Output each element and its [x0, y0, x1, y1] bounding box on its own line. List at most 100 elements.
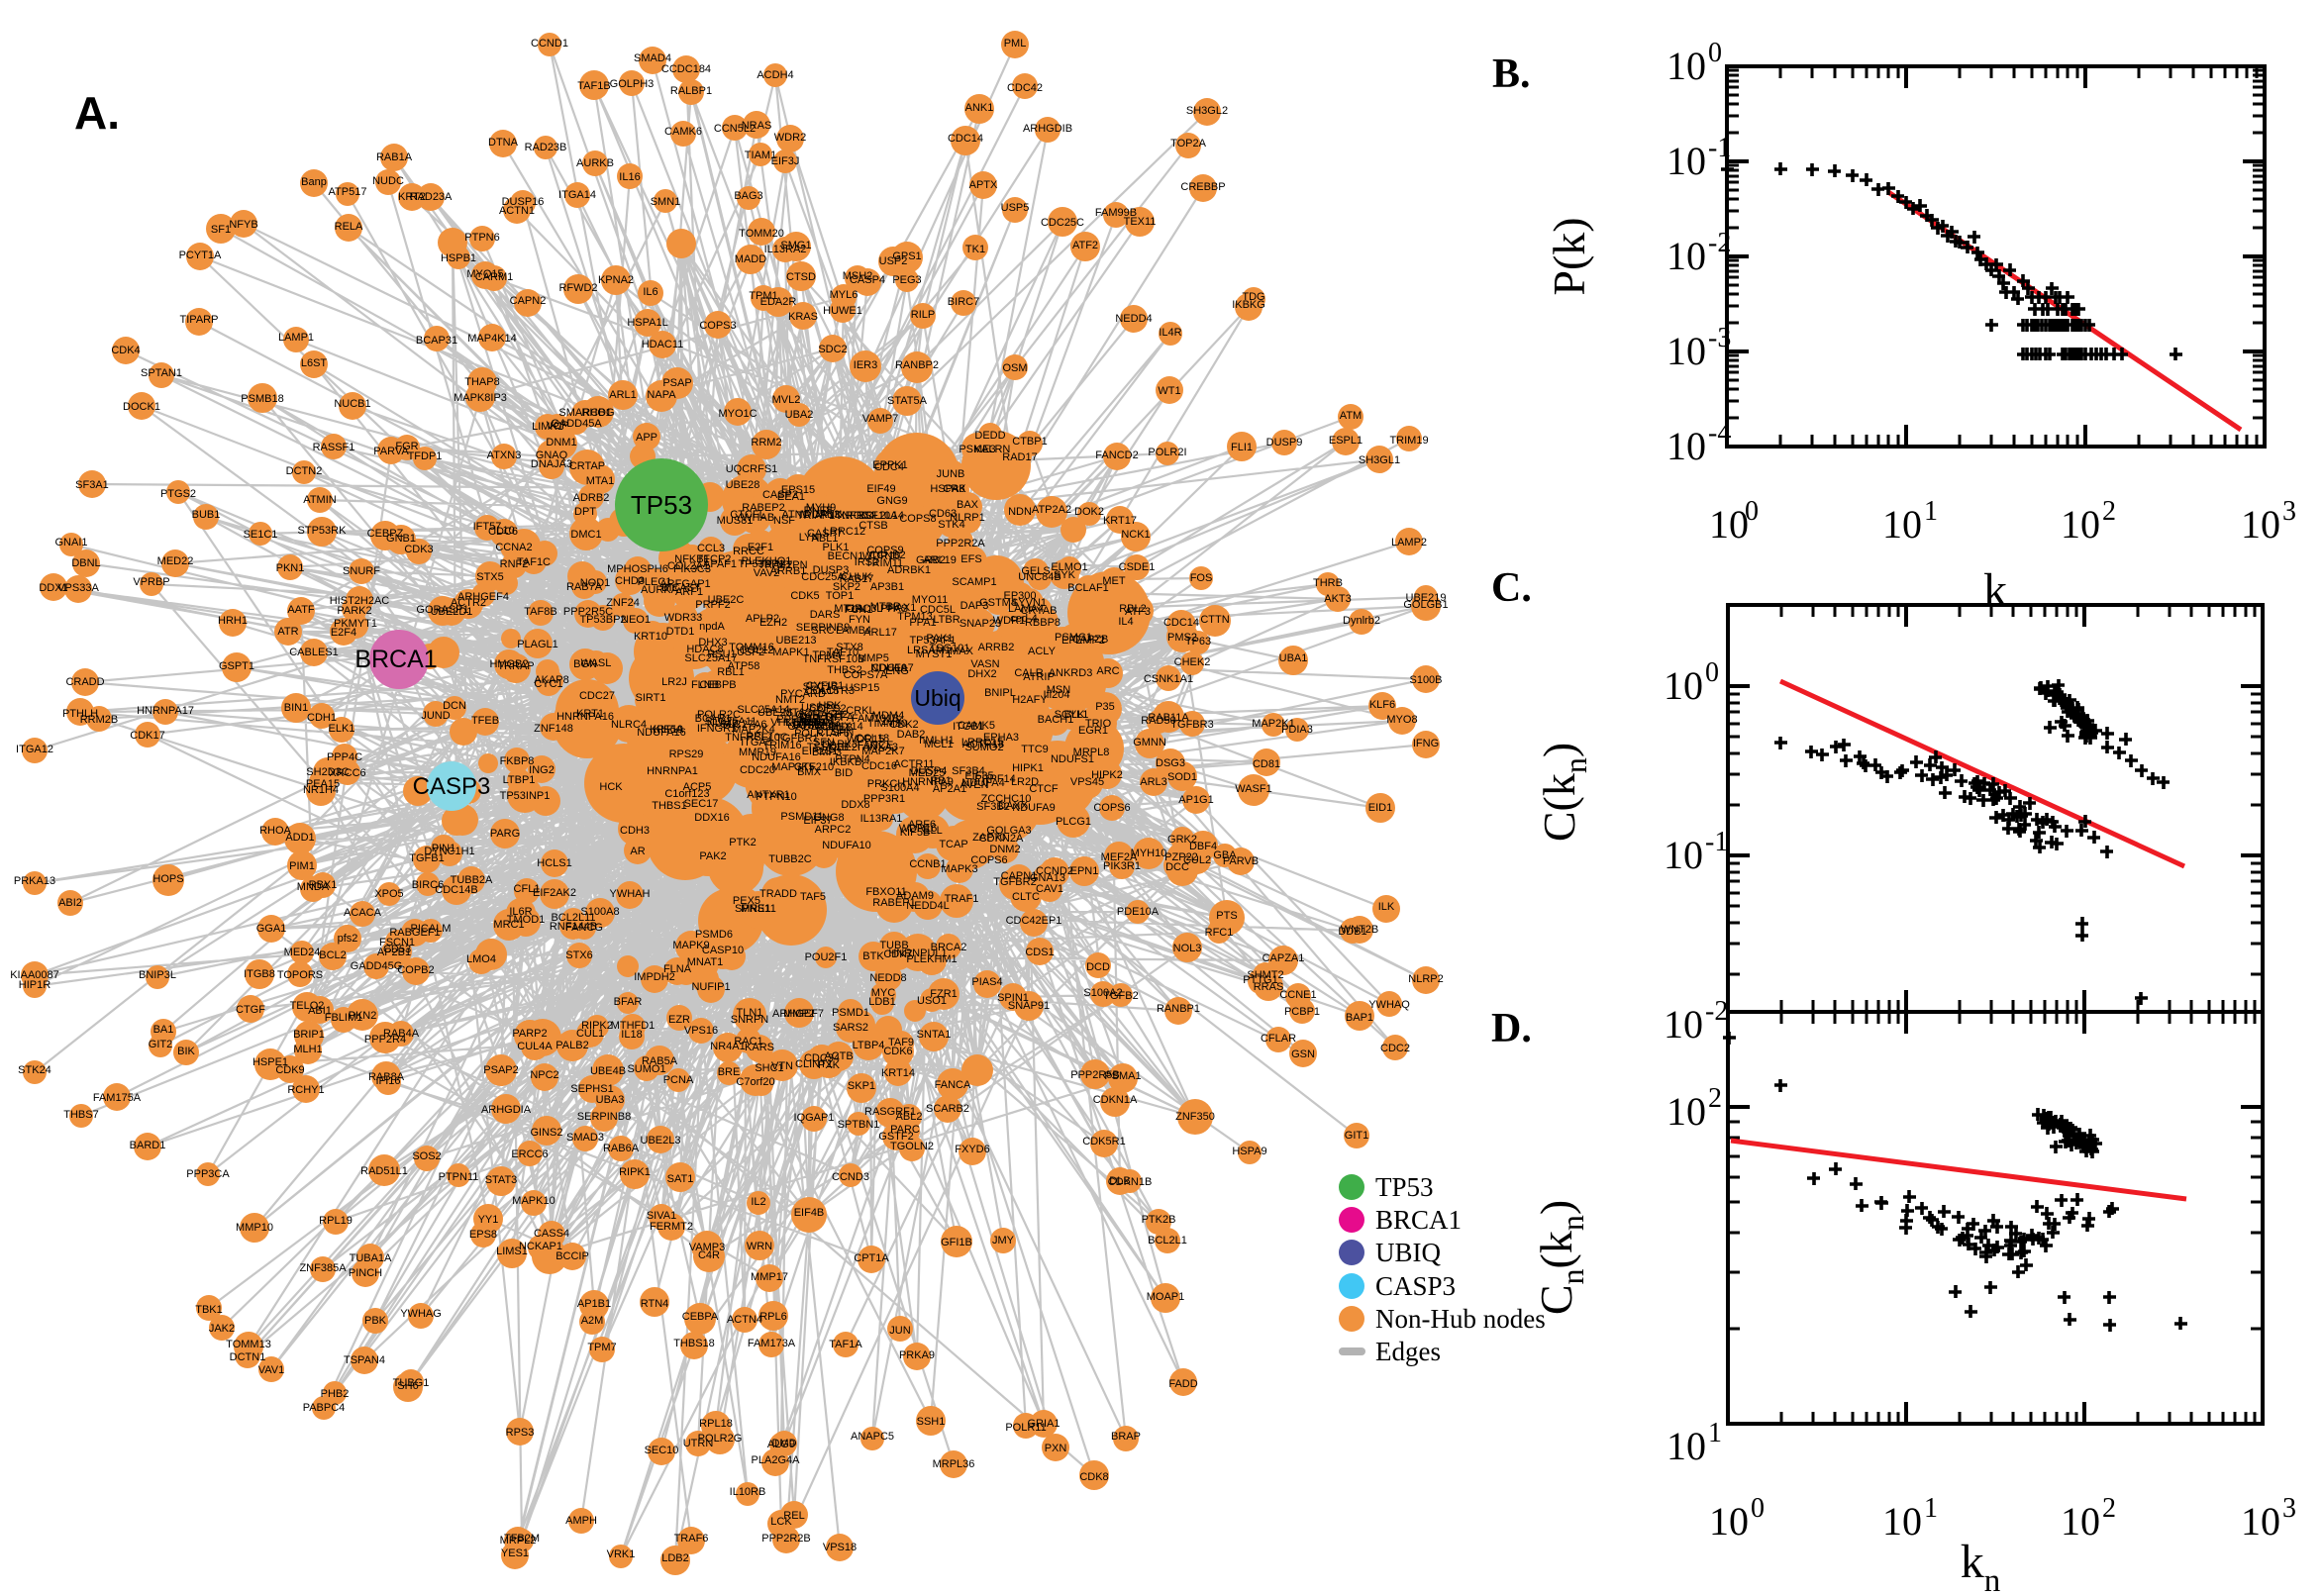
svg-text:C.: C. — [1491, 565, 1532, 611]
svg-text:AURKA: AURKA — [641, 584, 679, 596]
svg-text:PARC: PARC — [890, 1124, 920, 1136]
svg-text:DMD: DMD — [771, 1438, 796, 1449]
svg-text:WDR10: WDR10 — [862, 550, 901, 562]
svg-text:UBE2D1: UBE2D1 — [431, 606, 473, 618]
svg-text:ACTN1: ACTN1 — [499, 205, 535, 217]
svg-text:P35: P35 — [1095, 701, 1115, 713]
svg-text:USP15: USP15 — [846, 682, 880, 694]
svg-text:LAMB4: LAMB4 — [836, 625, 871, 637]
svg-text:WDR2: WDR2 — [774, 132, 806, 144]
svg-text:ACTB: ACTB — [824, 1050, 853, 1062]
svg-text:A2M: A2M — [581, 1315, 604, 1327]
svg-text:MRE11: MRE11 — [741, 903, 776, 915]
svg-text:MYH9: MYH9 — [806, 502, 837, 514]
svg-text:VAMP7: VAMP7 — [862, 413, 898, 425]
svg-text:GNAI1: GNAI1 — [54, 537, 87, 549]
svg-text:TOP2A: TOP2A — [1170, 138, 1207, 150]
svg-text:1: 1 — [1924, 1493, 1938, 1524]
svg-text:USBP1: USBP1 — [801, 702, 837, 714]
svg-text:RBL2: RBL2 — [1119, 603, 1147, 615]
svg-text:MYO1C: MYO1C — [718, 408, 757, 420]
svg-text:CAMK6: CAMK6 — [664, 126, 702, 138]
svg-text:C1orf123: C1orf123 — [664, 788, 709, 800]
svg-text:YES1: YES1 — [501, 1547, 529, 1559]
svg-text:FAM175A: FAM175A — [93, 1092, 142, 1104]
svg-text:2: 2 — [2102, 1493, 2116, 1524]
svg-text:CRK: CRK — [943, 483, 966, 495]
svg-text:GMNN: GMNN — [1133, 737, 1166, 748]
svg-text:TRIAP1: TRIAP1 — [797, 510, 836, 522]
svg-text:SEC16: SEC16 — [803, 681, 838, 693]
svg-text:BCAR1: BCAR1 — [695, 713, 732, 725]
svg-text:Edges: Edges — [1375, 1337, 1441, 1366]
svg-text:MVL2: MVL2 — [772, 394, 801, 406]
svg-text:TAF1C: TAF1C — [517, 556, 551, 568]
svg-text:DSG3: DSG3 — [1156, 757, 1185, 769]
svg-text:SF3B2: SF3B2 — [976, 801, 1010, 813]
svg-text:1: 1 — [1708, 1418, 1722, 1448]
svg-text:RHOG: RHOG — [582, 407, 615, 419]
svg-text:ANK1: ANK1 — [965, 102, 994, 114]
svg-text:KIAA0087: KIAA0087 — [10, 969, 59, 981]
svg-text:CEBPA: CEBPA — [682, 1311, 719, 1323]
svg-text:CUL2: CUL2 — [1183, 854, 1211, 866]
svg-text:ACTN4: ACTN4 — [727, 1314, 762, 1326]
svg-text:ATRIP: ATRIP — [1023, 671, 1055, 683]
svg-text:VPS33A: VPS33A — [57, 582, 99, 594]
svg-text:ARHGDIA: ARHGDIA — [481, 1104, 532, 1116]
svg-text:RPS3: RPS3 — [506, 1427, 535, 1439]
svg-text:PEA15: PEA15 — [306, 778, 340, 790]
svg-text:EIF35: EIF35 — [964, 770, 993, 782]
svg-text:PRPF14: PRPF14 — [974, 773, 1016, 785]
svg-text:ADAM9: ADAM9 — [896, 890, 934, 902]
svg-text:SEC17: SEC17 — [684, 798, 719, 810]
svg-text:EIF2AK2: EIF2AK2 — [533, 887, 576, 899]
svg-text:TSPAN4: TSPAN4 — [344, 1354, 385, 1366]
svg-text:RIPK2: RIPK2 — [581, 1020, 613, 1032]
svg-text:RAB6A: RAB6A — [603, 1143, 640, 1154]
svg-text:SMG1: SMG1 — [780, 240, 811, 251]
svg-text:TP53: TP53 — [1375, 1172, 1434, 1202]
svg-text:EIF4B: EIF4B — [794, 1207, 825, 1219]
svg-text:ERH: ERH — [793, 717, 816, 729]
svg-text:NR1H4: NR1H4 — [303, 784, 339, 796]
svg-text:MAP3K5: MAP3K5 — [771, 761, 814, 773]
svg-text:10: 10 — [2061, 1499, 2100, 1544]
svg-text:NDUFA10: NDUFA10 — [822, 840, 871, 851]
svg-text:TFDP1: TFDP1 — [408, 450, 443, 462]
svg-text:10: 10 — [2241, 1499, 2280, 1544]
svg-text:E2F1: E2F1 — [748, 542, 773, 553]
svg-text:IER3: IER3 — [854, 359, 877, 371]
svg-text:STX8: STX8 — [836, 642, 863, 653]
svg-text:CARM1: CARM1 — [475, 271, 514, 283]
svg-text:ANTXR1: ANTXR1 — [747, 789, 789, 801]
svg-text:MPHOSPH6: MPHOSPH6 — [607, 563, 668, 575]
svg-text:ATN1: ATN1 — [781, 509, 808, 521]
svg-text:SF3A1: SF3A1 — [75, 479, 109, 491]
svg-text:MLH1: MLH1 — [293, 1044, 322, 1055]
svg-text:EPHA3: EPHA3 — [983, 732, 1019, 744]
svg-text:LTBP1: LTBP1 — [503, 774, 536, 786]
svg-text:ELK1: ELK1 — [329, 723, 355, 735]
svg-text:CCNA2: CCNA2 — [495, 542, 532, 553]
svg-text:ITGA12: ITGA12 — [16, 744, 53, 755]
svg-text:STAT5A: STAT5A — [887, 395, 928, 407]
svg-text:SMAD3: SMAD3 — [566, 1132, 604, 1144]
svg-text:GSPT1: GSPT1 — [219, 660, 254, 672]
svg-text:WT1: WT1 — [1158, 385, 1180, 397]
svg-text:TOMM13: TOMM13 — [226, 1339, 271, 1350]
svg-text:CDKN2A: CDKN2A — [979, 833, 1024, 845]
svg-text:TUBG1: TUBG1 — [393, 1377, 430, 1389]
svg-text:HSPA1L: HSPA1L — [627, 317, 667, 329]
svg-text:ARPC2: ARPC2 — [815, 824, 852, 836]
svg-text:EP300: EP300 — [1003, 590, 1036, 602]
svg-text:CABLES1: CABLES1 — [289, 647, 339, 658]
svg-text:DDX1: DDX1 — [39, 582, 67, 594]
svg-text:ACP5: ACP5 — [683, 781, 712, 793]
svg-text:PARK2: PARK2 — [337, 605, 371, 617]
svg-text:DAB2: DAB2 — [897, 729, 926, 741]
svg-text:FANCD2: FANCD2 — [1095, 449, 1138, 461]
svg-text:TNFRSF10B: TNFRSF10B — [803, 653, 865, 665]
svg-text:FBLIM1: FBLIM1 — [325, 1012, 363, 1024]
svg-text:10: 10 — [1664, 833, 1703, 877]
